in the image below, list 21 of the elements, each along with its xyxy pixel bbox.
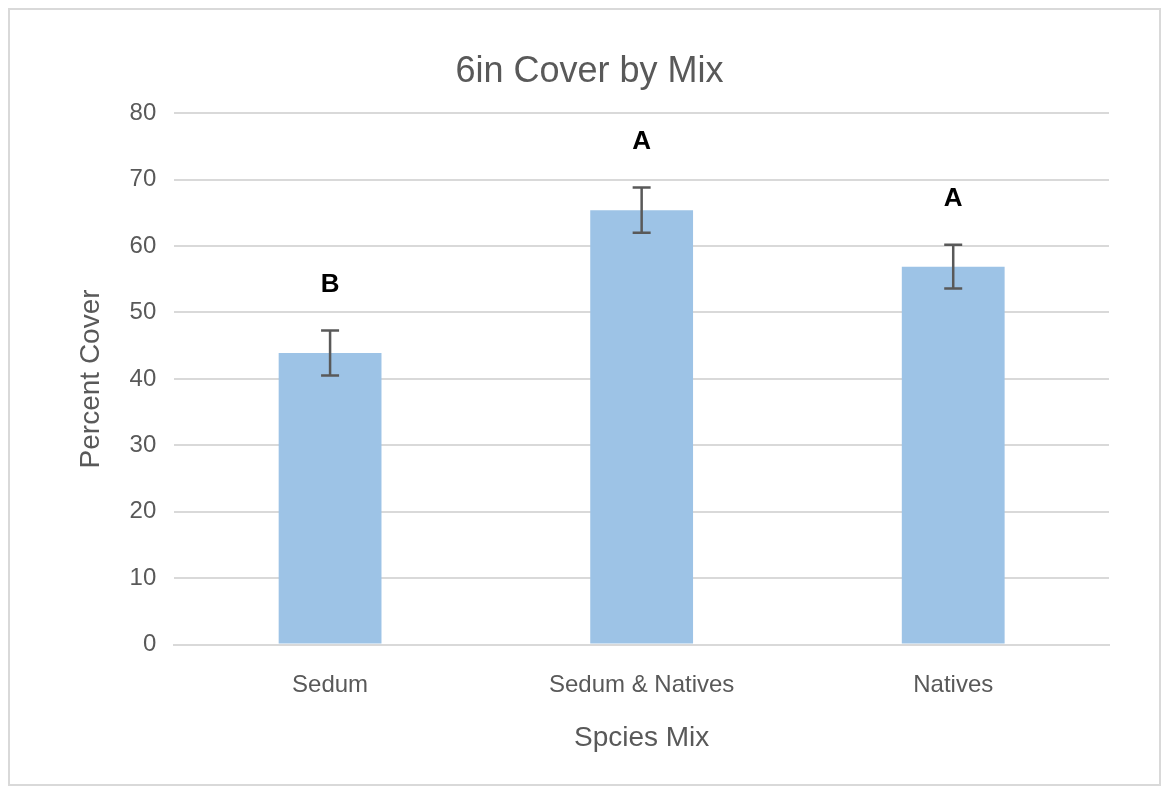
annotation: A — [943, 181, 963, 212]
annotation: B — [320, 267, 340, 298]
y-tick-label: 80 — [129, 97, 157, 125]
bar — [278, 352, 382, 644]
y-tick-label: 0 — [142, 629, 157, 657]
y-tick-label: 40 — [129, 363, 157, 391]
x-tick-label: Sedum & Natives — [548, 669, 735, 697]
y-tick-label: 60 — [129, 230, 157, 258]
y-tick-label: 30 — [129, 429, 157, 457]
y-tick-label: 10 — [129, 562, 157, 590]
y-tick-label: 70 — [129, 164, 157, 192]
annotation: A — [632, 124, 652, 155]
chart-title: 6in Cover by Mix — [455, 48, 724, 90]
y-tick-label: 50 — [129, 297, 157, 325]
y-axis-title: Percent Cover — [73, 289, 105, 469]
x-tick-label: Natives — [913, 669, 994, 697]
bar — [590, 210, 694, 644]
x-axis-title: Spcies Mix — [573, 720, 710, 752]
x-tick-label: Sedum — [292, 669, 369, 697]
y-tick-label: 20 — [129, 496, 157, 524]
bar — [901, 266, 1005, 644]
